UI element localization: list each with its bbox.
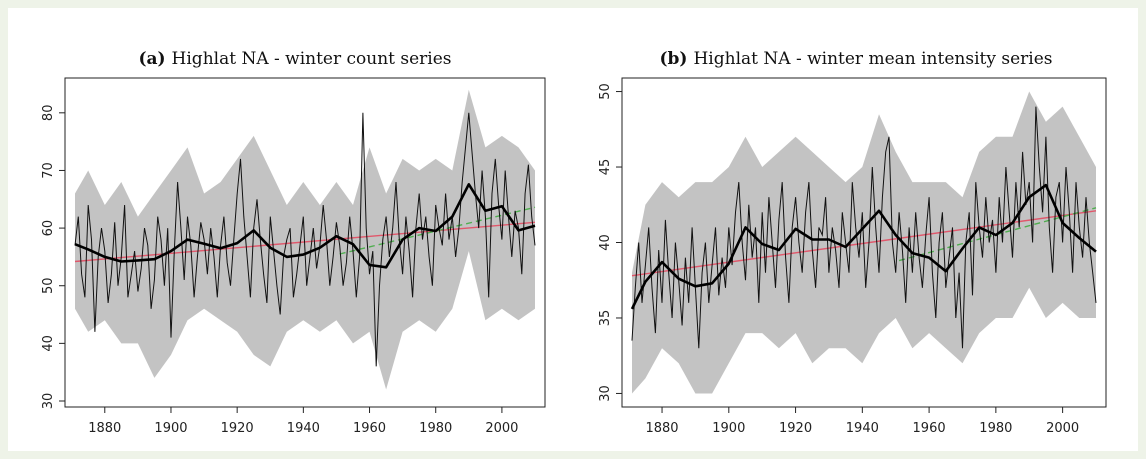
panel-b-x-tick-label: 1960 bbox=[913, 421, 946, 436]
panel-a-y-tick-label: 40 bbox=[41, 335, 56, 352]
panel-b-x-tick-label: 1880 bbox=[645, 421, 678, 436]
panel-a-frame bbox=[64, 77, 546, 408]
panel-a-x-tick-label: 1940 bbox=[287, 421, 320, 436]
panel-a-y-tick-label: 70 bbox=[41, 162, 56, 179]
panel-a-y-tick-label: 30 bbox=[41, 393, 56, 410]
panel-b-axes: 1880 1900 1920 1940 1960 1980 2000 30 35 40 45 50 bbox=[598, 83, 1079, 436]
panel-a-x-tick-label: 1980 bbox=[419, 421, 452, 436]
panel-b-y-tick-label: 40 bbox=[598, 234, 613, 251]
panel-b-x-tick-label: 1980 bbox=[979, 421, 1012, 436]
panel-b-y-tick-label: 30 bbox=[598, 385, 613, 402]
panel-a-smoothed-series bbox=[74, 183, 536, 269]
panel-b-x-tick-label: 2000 bbox=[1046, 421, 1079, 436]
figure-svg: (a) Highlat NA - winter count series 1880… bbox=[41, 49, 1107, 436]
panel-b-x-tick-label: 1900 bbox=[712, 421, 745, 436]
panel-a-x-tick-label: 1920 bbox=[221, 421, 254, 436]
panel-b-smoothed-series bbox=[630, 183, 1097, 310]
panel-a: (a) Highlat NA - winter count series 1880… bbox=[41, 49, 546, 436]
panel-a-title: (a) Highlat NA - winter count series bbox=[138, 49, 451, 69]
panel-a-x-tick-label: 1880 bbox=[88, 421, 121, 436]
figure: (a) Highlat NA - winter count series 1880… bbox=[8, 8, 1138, 451]
panel-a-uncertainty-band bbox=[75, 89, 535, 390]
panel-a-y-tick-label: 80 bbox=[41, 105, 56, 122]
panel-b-marks bbox=[630, 91, 1097, 394]
panel-b-letter: (b) bbox=[660, 49, 688, 69]
panel-a-marks bbox=[74, 89, 536, 390]
panel-a-title-text: Highlat NA - winter count series bbox=[172, 49, 452, 69]
panel-b-x-tick-label: 1920 bbox=[779, 421, 812, 436]
panel-b-title-text: Highlat NA - winter mean intensity serie… bbox=[693, 49, 1052, 69]
panel-b-annual-series bbox=[631, 106, 1097, 349]
panel-b-x-tick-label: 1940 bbox=[846, 421, 879, 436]
panel-b-y-tick-label: 35 bbox=[598, 310, 613, 327]
panel-b-y-tick-label: 45 bbox=[598, 159, 613, 176]
panel-b: (b) Highlat NA - winter mean intensity se… bbox=[598, 49, 1107, 436]
panel-b-y-tick-label: 50 bbox=[598, 83, 613, 100]
panel-b-title: (b) Highlat NA - winter mean intensity se… bbox=[660, 49, 1053, 69]
panel-a-x-tick-label: 1900 bbox=[154, 421, 187, 436]
panel-a-x-tick-label: 1960 bbox=[353, 421, 386, 436]
panel-a-letter: (a) bbox=[138, 49, 165, 69]
panel-b-frame bbox=[621, 77, 1107, 408]
panel-a-axes: 1880 1900 1920 1940 1960 1980 2000 30 40 50 60 70 80 bbox=[41, 105, 518, 436]
panel-a-y-tick-label: 50 bbox=[41, 277, 56, 294]
panel-a-x-tick-label: 2000 bbox=[485, 421, 518, 436]
panel-a-y-tick-label: 60 bbox=[41, 220, 56, 237]
panel-a-annual-series bbox=[74, 112, 536, 367]
